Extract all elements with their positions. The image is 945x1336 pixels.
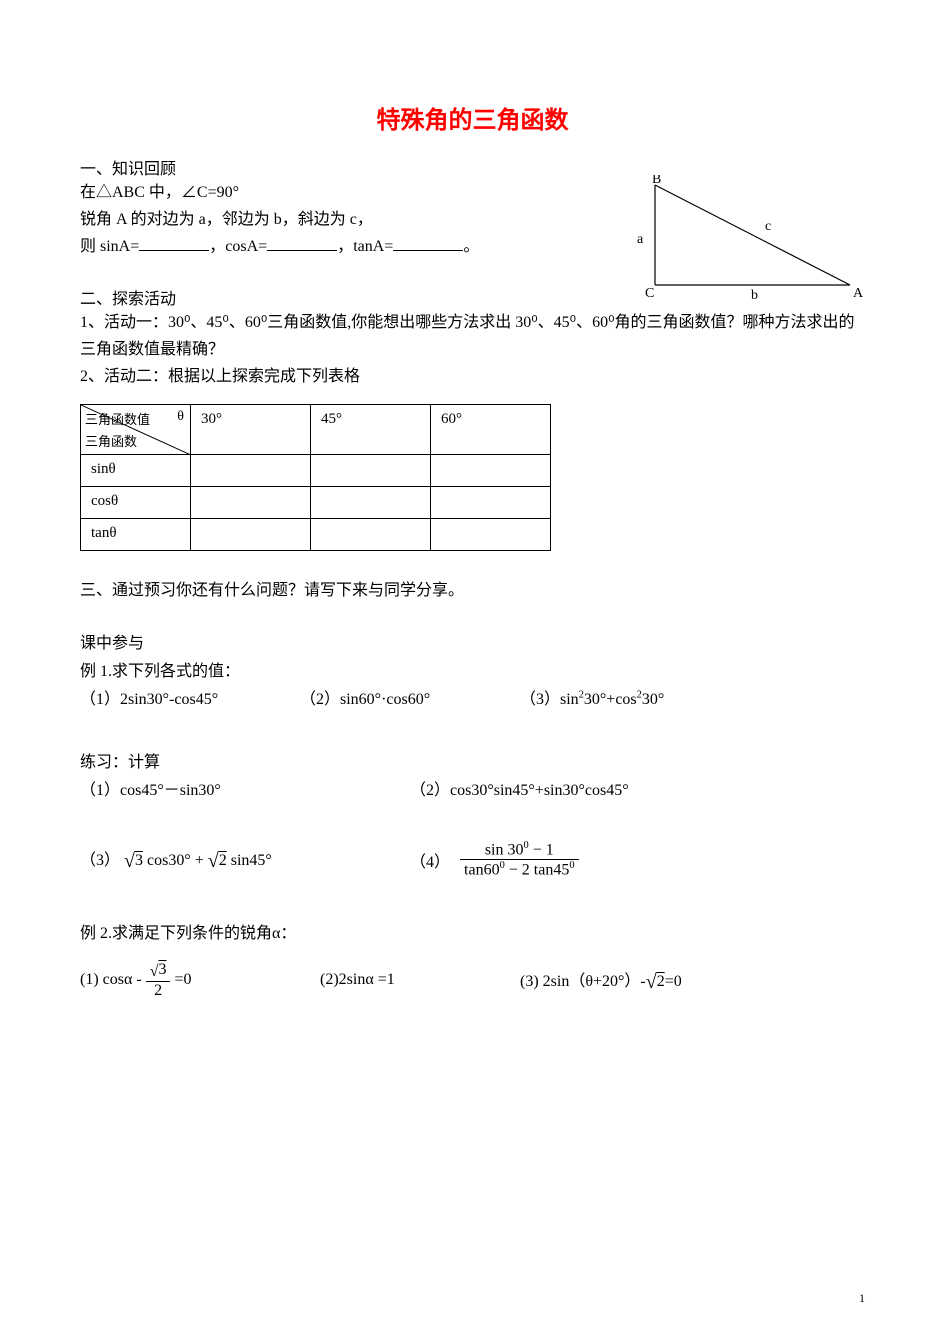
lx-i4-lp: （4） (410, 848, 450, 872)
lx-row1: （1）cos45°－sin30° （2）cos30°sin45°+sin30°c… (80, 776, 865, 800)
s1-l3-prefix: 则 sinA= (80, 238, 139, 255)
lx-i1: （1）cos45°－sin30° (80, 776, 410, 800)
activity-2: 2、活动二：根据以上探索完成下列表格 (80, 363, 865, 390)
cell-sin45 (311, 455, 431, 487)
activity-1: 1、活动一：30⁰、45⁰、60⁰三角函数值,你能想出哪些方法求出 30⁰、45… (80, 309, 865, 363)
kz-heading: 课中参与 (80, 630, 865, 657)
lx-i4-num: sin 300 − 1 (460, 840, 579, 860)
ex1-i3: （3）sin230°+cos230° (520, 685, 664, 709)
cell-tan60 (431, 519, 551, 551)
lx-i4-den: tan600 − 2 tan450 (460, 860, 579, 879)
sqrt-icon-4: √ (646, 971, 657, 993)
ex1-title: 例 1.求下列各式的值： (80, 658, 865, 685)
diag-left-b: 三角函数 (85, 431, 137, 450)
col-45: 45° (311, 405, 431, 455)
lx-i4-den-b: − 2 tan45 (505, 862, 570, 879)
cell-tan30 (191, 519, 311, 551)
lx-i4-num-b: − 1 (529, 841, 554, 858)
s1-l3-m1: ，cosA= (209, 238, 267, 255)
lx-title: 练习：计算 (80, 749, 865, 776)
ex2-i1-num-v: 3 (158, 961, 166, 978)
lx-i4-den-sup2: 0 (569, 860, 574, 871)
blank-sina (139, 235, 209, 251)
row-cos: cosθ (81, 487, 191, 519)
ex1-i3-b: 30°+cos (584, 691, 637, 708)
lx-i3-lp: （3） (80, 852, 120, 869)
ex2-i1-num: √3 (146, 961, 171, 982)
section-3: 三、通过预习你还有什么问题？请写下来与同学分享。 (80, 577, 865, 604)
lx-i4-den-a: tan60 (464, 862, 500, 879)
ex2-i1-a: (1) cosα - (80, 971, 142, 989)
sqrt-icon-2: √ (208, 850, 219, 872)
ex2-i3: (3) 2sin（θ+20°）-√2=0 (520, 967, 682, 994)
diag-left-a: 三角函数值 (85, 409, 150, 428)
ex2-items: (1) cosα - √3 2 =0 (2)2sinα =1 (3) 2sin（… (80, 961, 865, 1000)
blank-tana (393, 235, 463, 251)
cell-sin60 (431, 455, 551, 487)
row-sin: sinθ (81, 455, 191, 487)
lx-i3-b: 2 (219, 852, 227, 869)
cell-cos60 (431, 487, 551, 519)
label-C: C (645, 286, 654, 301)
ex2-i3-r: 2 (657, 973, 665, 990)
triangle-svg: B C A a b c (625, 175, 865, 305)
label-c: c (765, 219, 771, 234)
sqrt-icon-1: √ (124, 850, 135, 872)
lx-row2: （3） √3 cos30° + √2 sin45° （4） sin 300 − … (80, 840, 865, 880)
ex2-i3-a: (3) 2sin（θ+20°）- (520, 973, 646, 990)
ex2-i1-frac: √3 2 (146, 961, 171, 1000)
cell-cos30 (191, 487, 311, 519)
ex2-title: 例 2.求满足下列条件的锐角α： (80, 920, 865, 947)
page-number: 1 (859, 1291, 865, 1306)
col-30: 30° (191, 405, 311, 455)
cell-sin30 (191, 455, 311, 487)
row-tan: tanθ (81, 519, 191, 551)
table-diag-header: 三角函数值 θ 三角函数 (81, 405, 191, 455)
label-B: B (652, 175, 661, 187)
ex1-i3-c: 30° (642, 691, 664, 708)
lx-i3-mid: cos30° + (143, 852, 208, 869)
ex1-i2: （2）sin60°·cos60° (300, 685, 520, 709)
lx-i3-a: 3 (135, 852, 143, 869)
trig-table: 三角函数值 θ 三角函数 30° 45° 60° sinθ cosθ tanθ (80, 404, 551, 551)
col-60: 60° (431, 405, 551, 455)
lx-i4-frac: sin 300 − 1 tan600 − 2 tan450 (460, 840, 579, 880)
label-A: A (853, 286, 864, 301)
s1-l3-suffix: 。 (463, 238, 479, 255)
page-title: 特殊角的三角函数 (80, 100, 865, 135)
lx-i4: （4） sin 300 − 1 tan600 − 2 tan450 (410, 840, 579, 880)
ex2-i1: (1) cosα - √3 2 =0 (80, 961, 320, 1000)
triangle-figure: B C A a b c (625, 175, 865, 305)
lx-i2: （2）cos30°sin45°+sin30°cos45° (410, 776, 629, 800)
cell-cos45 (311, 487, 431, 519)
label-b: b (751, 288, 758, 303)
ex2-i2: (2)2sinα =1 (320, 971, 520, 989)
ex1-items: （1）2sin30°-cos45° （2）sin60°·cos60° （3）si… (80, 685, 865, 709)
ex2-i1-b: =0 (174, 971, 191, 989)
blank-cosa (267, 235, 337, 251)
s1-l3-m2: ，tanA= (337, 238, 393, 255)
lx-i3-end: sin45° (227, 852, 272, 869)
diag-top: θ (177, 409, 184, 425)
lx-i3: （3） √3 cos30° + √2 sin45° (80, 846, 410, 873)
ex1-i1: （1）2sin30°-cos45° (80, 685, 300, 709)
ex2-i1-den: 2 (146, 982, 171, 1000)
label-a: a (637, 232, 644, 247)
ex2-i3-b: =0 (665, 973, 682, 990)
ex1-i3-a: （3）sin (520, 691, 579, 708)
cell-tan45 (311, 519, 431, 551)
lx-i4-num-a: sin 30 (485, 841, 524, 858)
